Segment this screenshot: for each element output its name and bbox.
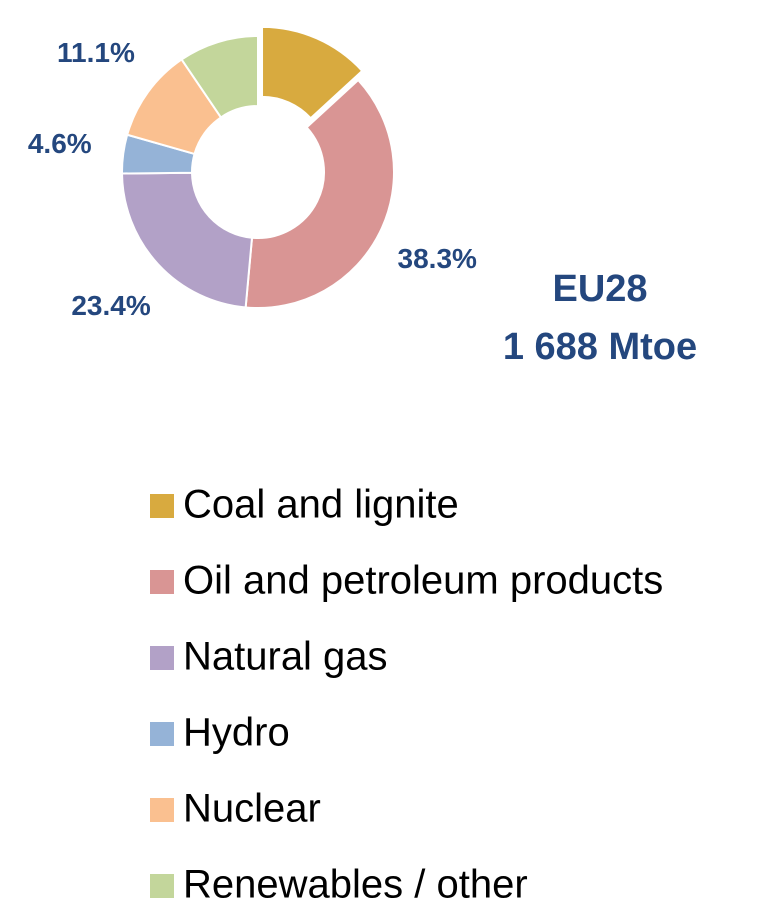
value-label: 11.1% [57, 37, 135, 68]
legend-label: Renewables / other [183, 863, 528, 907]
slice [261, 25, 364, 120]
value-label: 23.4% [71, 290, 150, 321]
slice [180, 34, 259, 119]
legend-swatch [150, 874, 174, 898]
legend-swatch [150, 646, 174, 670]
value-label: 13.2% [299, 0, 378, 2]
value-label: 4.6% [28, 128, 92, 159]
legend-swatch [150, 570, 174, 594]
value-label: 38.3% [398, 243, 477, 274]
legend-label: Oil and petroleum products [183, 559, 663, 603]
legend-label: Natural gas [183, 635, 388, 679]
legend-label: Nuclear [183, 787, 321, 831]
legend-swatch [150, 798, 174, 822]
annotation: 1 688 Mtoe [503, 326, 697, 368]
slice [120, 171, 254, 309]
legend-label: Hydro [183, 711, 290, 755]
legend-label: Coal and lignite [183, 483, 459, 527]
annotation: EU28 [552, 268, 647, 310]
legend-swatch [150, 722, 174, 746]
legend-swatch [150, 494, 174, 518]
slice [244, 78, 395, 309]
